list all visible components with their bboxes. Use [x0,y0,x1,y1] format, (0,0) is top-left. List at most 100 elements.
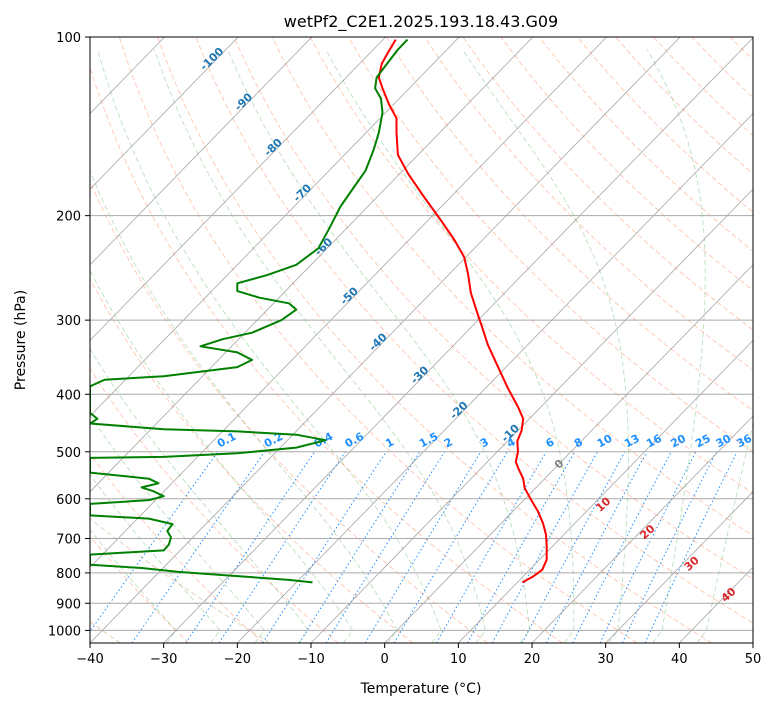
isotherm-label: -100 [197,45,226,74]
y-tick-label: 100 [56,31,81,46]
isotherm [90,37,460,417]
dry-adiabat [386,37,753,412]
dry-adiabat [576,37,753,213]
y-tick-label: 700 [56,533,81,548]
dry-adiabat [157,37,712,643]
dry-adiabat [653,37,753,137]
dry-adiabat [271,37,753,537]
y-tick-label: 1000 [48,624,81,639]
mixing-ratio-label: 0.6 [343,430,367,451]
isotherm [90,37,313,266]
isotherm [605,491,753,643]
x-axis-label: Temperature (°C) [360,681,482,697]
x-tick-label: −40 [76,652,103,667]
mixing-ratio-line [621,451,717,643]
dry-adiabat [309,37,753,494]
mixing-ratio-label: 3 [478,435,491,450]
mixing-ratio-label: 2 [442,435,455,450]
mixing-ratio-line [491,451,598,643]
dry-adiabat [424,37,753,371]
y-tick-label: 800 [56,567,81,582]
moist-adiabat [153,49,486,643]
mixing-ratio-label: 20 [668,432,688,451]
isotherm-label: -40 [366,330,390,353]
isotherm [90,37,534,493]
mixing-ratio-line [298,451,421,643]
dry-adiabat [90,367,339,643]
temperature-profile-line [377,39,548,584]
mixing-ratio-line [467,451,576,643]
isotherm [90,37,239,190]
moist-adiabat [90,348,310,643]
dry-adiabat [691,37,753,99]
moist-adiabat [646,49,706,643]
isotherm [90,37,681,643]
mixing-ratio-line [393,451,508,643]
moist-adiabat [90,414,265,643]
y-tick-label: 300 [56,314,81,329]
isotherm [458,339,753,643]
profile-series [90,38,548,584]
dry-adiabat [538,37,753,252]
mixing-ratio-line [435,451,547,643]
isotherm [384,264,753,643]
mixing-ratio-label: 30 [714,432,734,451]
moist-adiabat [90,269,354,643]
dry-adiabat [90,180,488,643]
mixing-ratio-line [325,451,446,643]
mixing-ratio-line [599,451,697,643]
dry-adiabat [615,37,753,175]
mixing-ratio-label: 25 [693,432,713,451]
y-tick-label: 600 [56,493,81,508]
x-tick-label: 40 [671,652,688,667]
y-tick-label: 900 [56,597,81,612]
y-axis-ticks: 1000 900 800 700 600 500 400 300 200 100 [48,31,90,639]
x-tick-label: 20 [524,652,541,667]
dry-adiabat-label: 30 [682,554,702,574]
x-tick-label: −10 [297,652,324,667]
isotherm-label: -50 [338,284,362,307]
plot-frame [89,36,754,644]
dry-adiabat-label: 10 [593,494,613,514]
mixing-ratio-line [131,451,266,643]
isotherm-label: -90 [232,90,256,113]
mixing-ratio-line [572,451,672,643]
x-tick-label: 50 [745,652,762,667]
mixing-ratio-label: 1.5 [417,430,440,451]
isotherm [237,113,753,643]
dewpoint-profile-line [90,38,409,584]
moist-adiabat [90,169,398,643]
mixing-ratio-line [218,451,346,643]
background-reference-lines [90,37,775,643]
dry-adiabat [90,65,563,643]
moist-adiabat [696,421,753,643]
moist-adiabat [325,49,575,643]
dry-adiabat [233,37,753,580]
mixing-ratio-label: 0.1 [215,430,238,451]
mixing-ratio-label: 13 [622,432,642,451]
dry-adiabat [90,278,414,643]
isotherm [163,37,753,643]
isotherm-label: -70 [291,181,315,204]
mixing-ratio-line [364,451,482,643]
isotherm [679,566,753,643]
dry-adiabat [729,37,753,61]
mixing-ratio-label: 1 [383,435,396,450]
dry-adiabat [768,37,775,643]
y-tick-label: 400 [56,388,81,403]
dry-adiabat [500,37,753,291]
moist-adiabat [227,49,530,643]
mixing-ratio-line [644,451,738,643]
isotherm-label: -30 [408,363,432,386]
mixing-ratio-line [262,451,387,643]
isotherm [310,188,753,643]
x-tick-label: −20 [224,652,251,667]
y-axis-label: Pressure (hPa) [13,290,29,390]
mixing-ratio-line [521,451,626,643]
x-tick-label: −30 [150,652,177,667]
mixing-ratio-label: 10 [595,432,615,451]
dry-adiabat [90,535,190,643]
dry-adiabat-label: 20 [637,522,657,542]
x-tick-label: 30 [597,652,614,667]
